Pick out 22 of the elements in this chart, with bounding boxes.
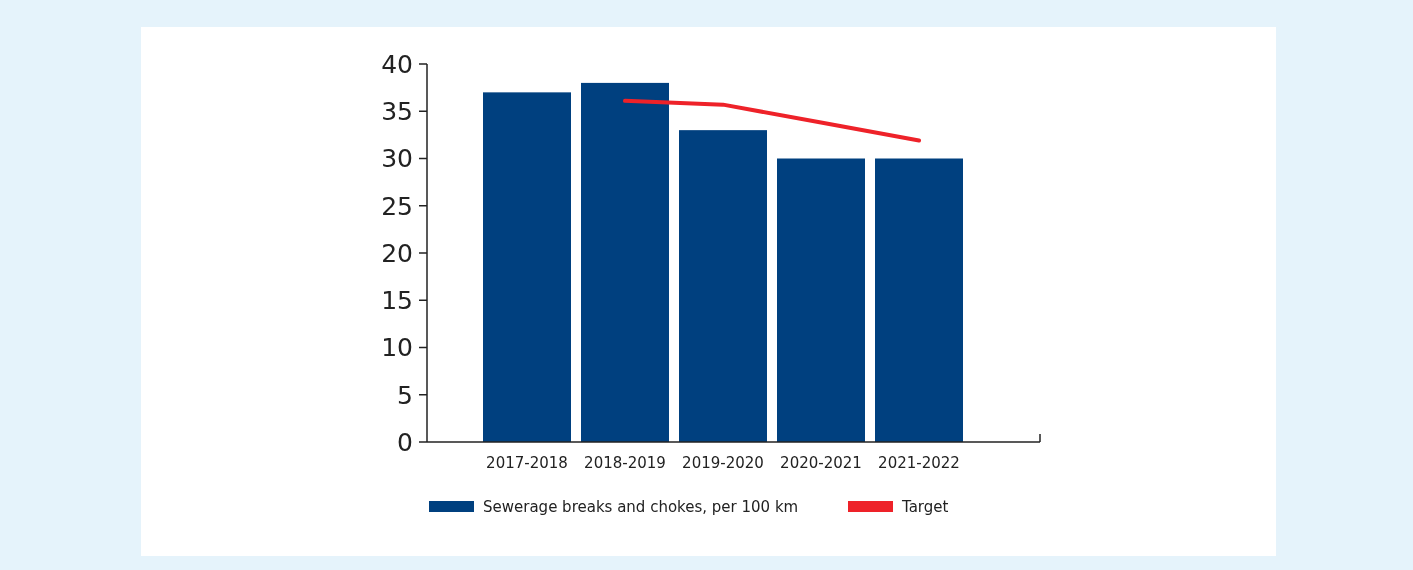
bar xyxy=(581,82,669,442)
y-tick-label: 35 xyxy=(381,97,413,126)
bar xyxy=(875,158,963,442)
bar xyxy=(679,130,767,442)
bar xyxy=(777,158,865,442)
bar xyxy=(483,92,571,442)
y-tick-label: 25 xyxy=(381,191,413,221)
x-tick-label: 2018-2019 xyxy=(584,454,666,472)
x-tick-label: 2021-2022 xyxy=(878,454,960,472)
y-tick-label: 0 xyxy=(397,427,413,457)
y-tick-label: 15 xyxy=(381,286,413,315)
legend-label: Target xyxy=(901,498,949,517)
legend-label: Sewerage breaks and chokes, per 100 km xyxy=(483,498,799,517)
y-tick-label: 20 xyxy=(381,238,413,268)
x-tick-label: 2019-2020 xyxy=(682,454,764,472)
y-tick-label: 30 xyxy=(381,144,413,174)
x-tick-label: 2017-2018 xyxy=(486,454,568,472)
y-tick-label: 10 xyxy=(381,333,413,363)
x-tick-label: 2020-2021 xyxy=(780,454,862,472)
y-tick-label: 40 xyxy=(381,49,413,79)
line-series xyxy=(623,98,921,143)
y-tick-label: 5 xyxy=(397,380,413,410)
